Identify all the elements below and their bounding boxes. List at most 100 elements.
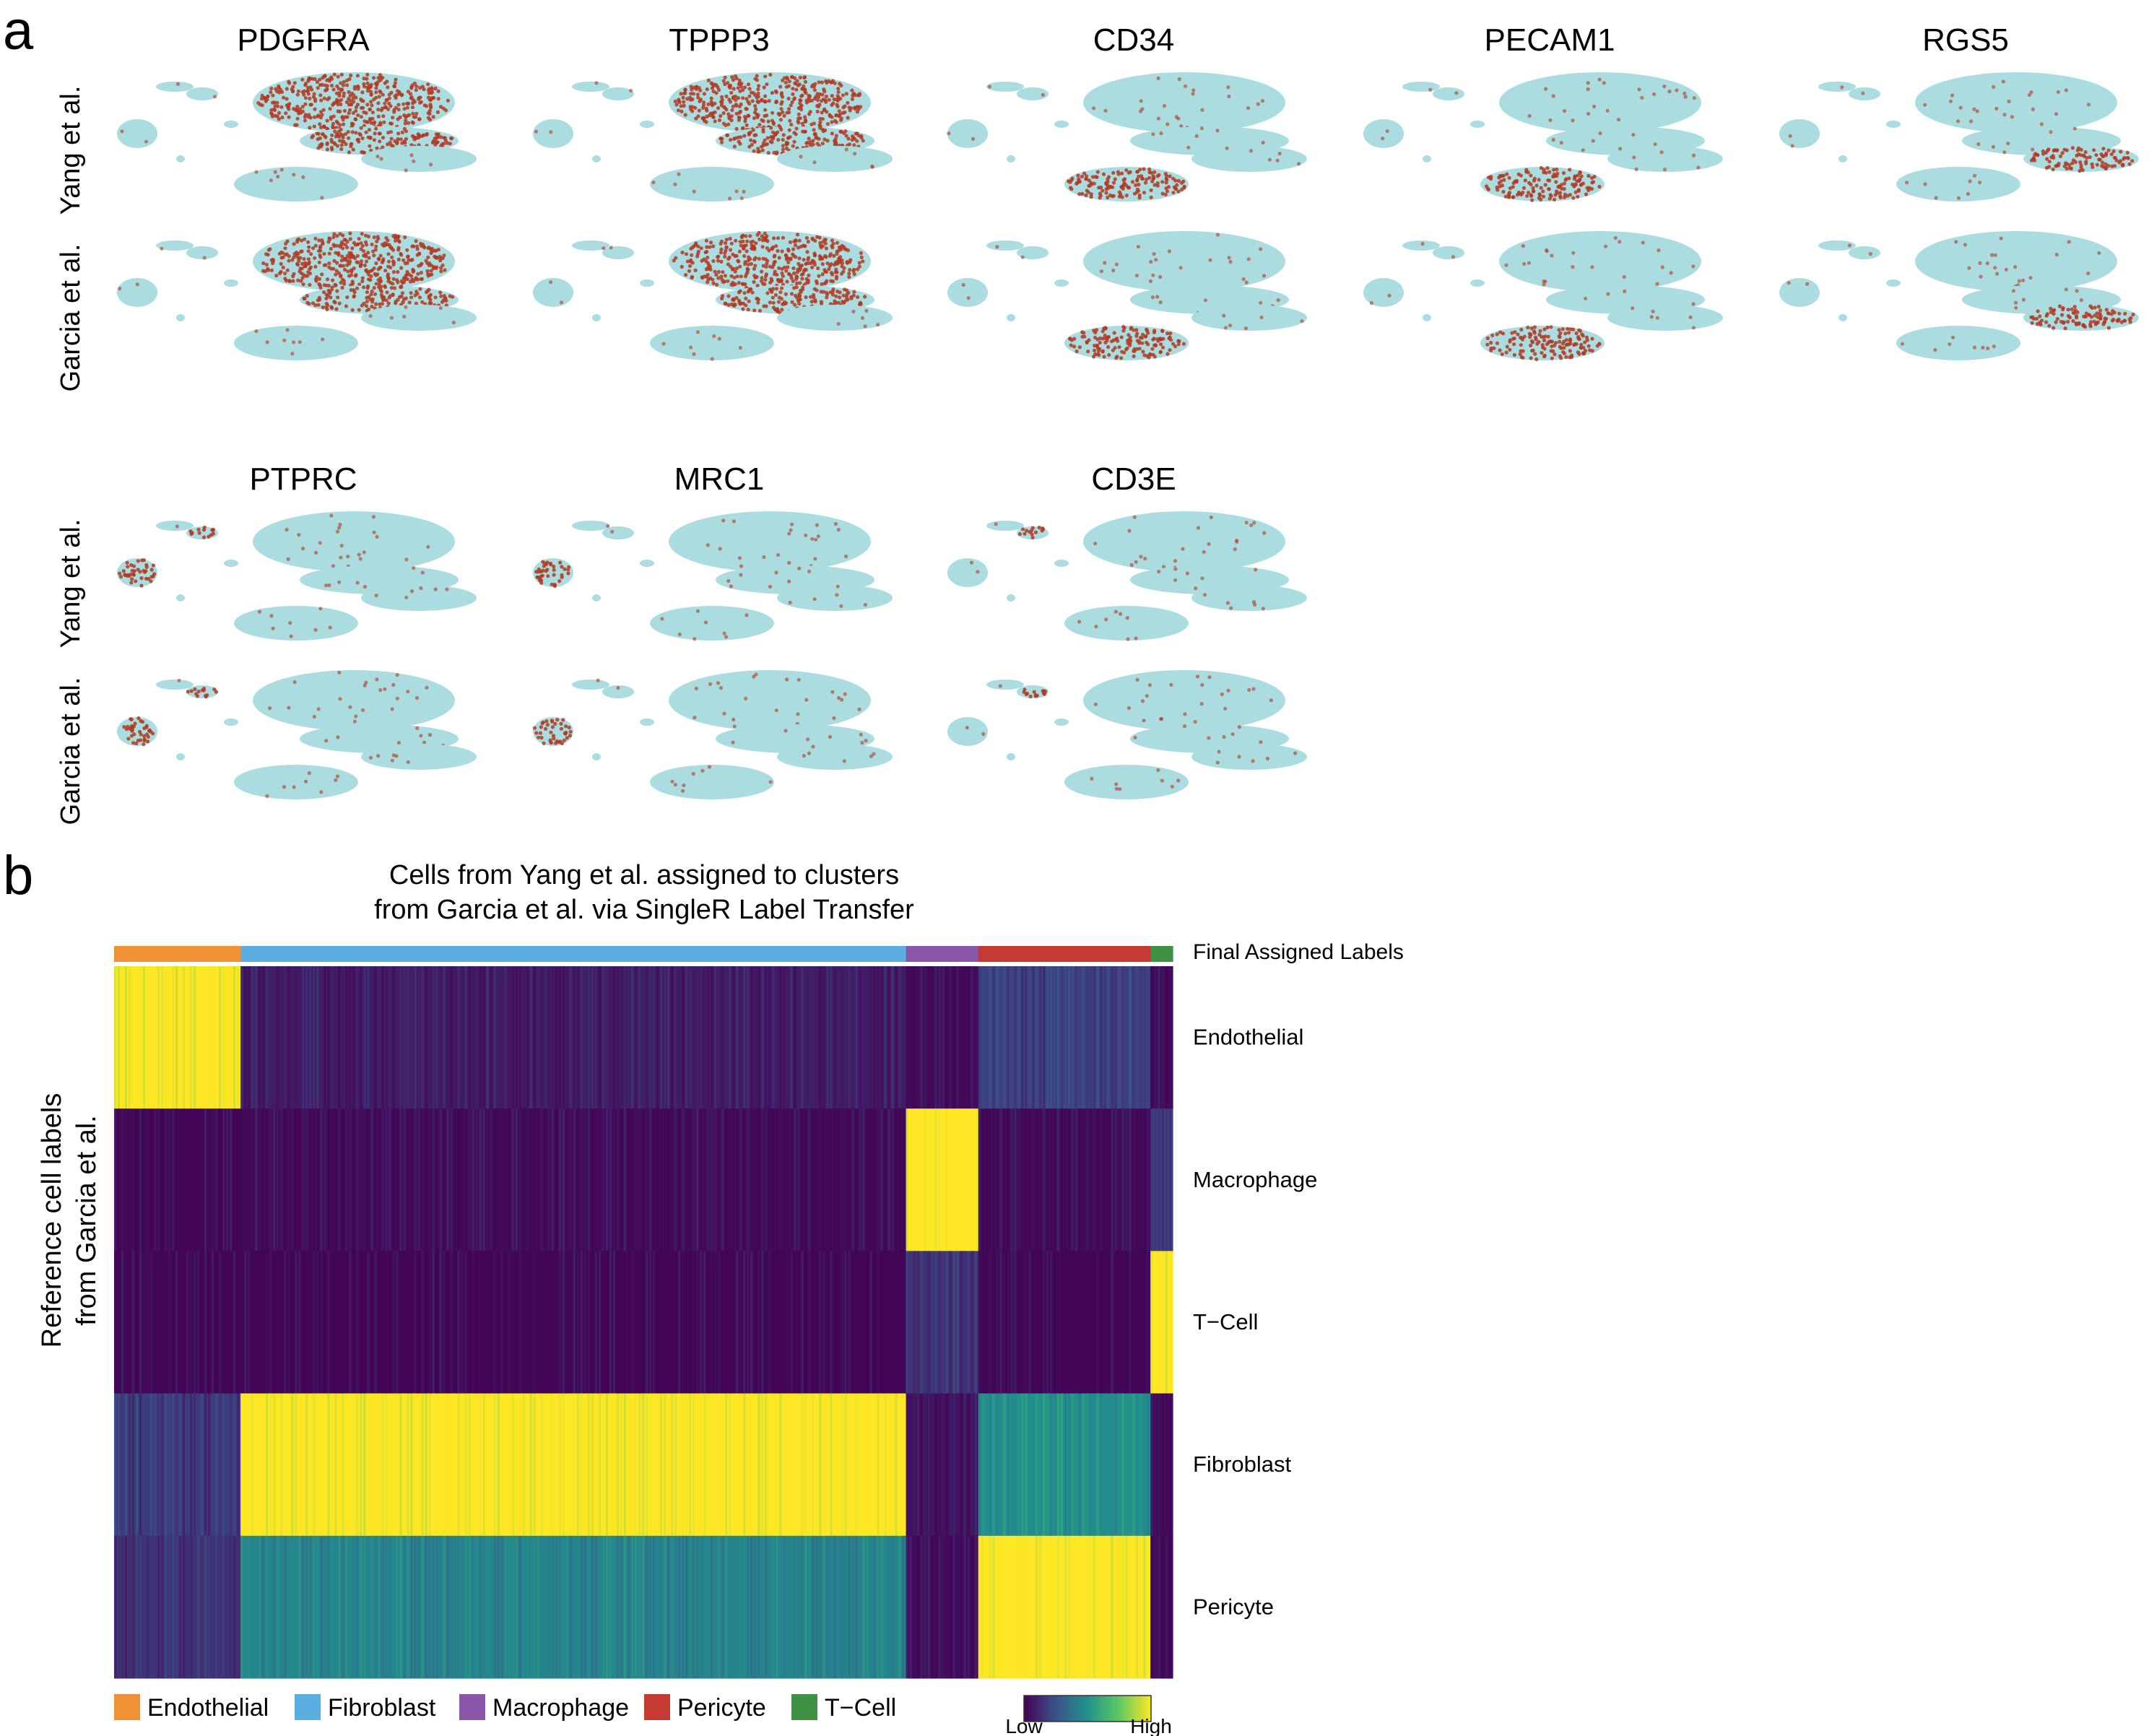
umap-cell — [739, 243, 743, 248]
umap-cell — [804, 277, 809, 281]
heatmap-stripe — [895, 1108, 898, 1251]
heatmap-stripe — [421, 1251, 424, 1394]
umap-cell — [1651, 309, 1655, 313]
umap-cell — [1103, 261, 1107, 265]
heatmap-stripe — [208, 966, 211, 1109]
umap-cell — [1276, 298, 1280, 303]
umap-cell — [1072, 337, 1077, 341]
umap-cell — [795, 79, 799, 83]
umap-cell — [856, 295, 860, 299]
umap-cell — [824, 255, 828, 259]
umap-cell — [378, 90, 383, 95]
umap-cell — [132, 732, 136, 737]
umap-cell — [365, 290, 369, 295]
umap-cell — [1585, 338, 1589, 342]
umap-cell — [810, 265, 815, 269]
umap-cell — [1202, 593, 1207, 597]
umap-cell — [1577, 178, 1581, 183]
umap-cell — [870, 165, 874, 169]
umap-cell — [1033, 530, 1038, 534]
heatmap-stripe — [345, 1251, 348, 1394]
umap-cell — [326, 303, 330, 308]
umap-cell — [266, 253, 270, 257]
heatmap-stripe — [558, 1251, 561, 1394]
heatmap-stripe — [544, 966, 547, 1109]
umap-cell — [334, 272, 338, 277]
umap-cell — [821, 97, 826, 102]
umap-cell — [746, 308, 750, 312]
heatmap-stripe — [183, 1251, 186, 1394]
umap-cell — [548, 561, 552, 566]
umap-cell — [1098, 336, 1102, 341]
heatmap-stripe — [479, 966, 482, 1109]
umap-cell — [2070, 146, 2075, 150]
umap-cell — [312, 124, 316, 129]
umap-cell — [374, 126, 378, 131]
umap-cell — [1597, 184, 1602, 189]
heatmap-stripe — [183, 1108, 186, 1251]
umap-cell — [1237, 755, 1241, 759]
umap-cell — [808, 142, 812, 147]
umap-cell — [1613, 235, 1618, 240]
umap-cell — [1095, 343, 1100, 347]
umap-cell — [368, 314, 373, 318]
umap-cell — [1574, 342, 1579, 347]
heatmap-stripe — [374, 1108, 377, 1251]
umap-cell — [140, 558, 144, 563]
heatmap-stripe — [237, 1251, 240, 1394]
umap-cell — [1485, 336, 1490, 340]
umap-cell — [768, 139, 773, 144]
umap-cell — [2001, 79, 2005, 84]
umap-cell — [858, 301, 862, 306]
umap-cell — [2127, 162, 2132, 166]
umap-cell — [344, 100, 349, 104]
umap-cell — [335, 243, 339, 248]
heatmap-stripe — [1021, 1108, 1024, 1251]
umap-cell — [1275, 158, 1280, 162]
heatmap-stripe — [743, 966, 746, 1109]
umap-cell — [786, 96, 791, 101]
heatmap-stripe — [851, 1251, 854, 1394]
umap-cell — [342, 91, 346, 95]
heatmap-stripe — [186, 1251, 189, 1394]
umap-cell — [404, 595, 409, 599]
umap-cell — [337, 271, 341, 275]
umap-cell — [703, 620, 708, 625]
umap-cluster — [1896, 326, 2020, 360]
umap-cell — [362, 77, 366, 81]
umap-cell — [118, 287, 122, 291]
heatmap-stripe — [425, 1108, 427, 1251]
umap-cell — [342, 94, 346, 98]
heatmap-stripe — [399, 966, 402, 1109]
umap-cluster — [234, 765, 358, 799]
heatmap-stripe — [1050, 1251, 1053, 1394]
umap-cell — [763, 99, 767, 103]
umap-cell — [776, 278, 780, 282]
heatmap-stripe — [595, 1251, 597, 1394]
umap-cell — [1139, 336, 1144, 340]
heatmap-stripe — [1074, 1108, 1077, 1251]
umap-cell — [549, 280, 553, 285]
umap-cell — [737, 139, 741, 144]
umap-cluster — [947, 558, 988, 587]
umap-cell — [799, 290, 803, 294]
umap-cell — [788, 118, 792, 123]
umap-cell — [1030, 535, 1035, 540]
umap-cluster — [669, 670, 871, 731]
heatmap-stripe — [855, 966, 858, 1109]
umap-cell — [2086, 271, 2091, 276]
umap-cell — [844, 147, 848, 152]
umap-cell — [283, 272, 287, 276]
heatmap-stripe — [682, 1108, 685, 1251]
umap-cell — [1261, 607, 1265, 611]
umap-cell — [822, 107, 827, 111]
heatmap-stripe — [609, 966, 612, 1109]
umap-cell — [696, 95, 700, 100]
umap-cell — [1191, 88, 1196, 92]
umap-cluster — [253, 511, 455, 572]
umap-cell — [731, 96, 736, 100]
umap-cell — [355, 253, 360, 258]
umap-cell — [2090, 162, 2094, 166]
umap-cell — [825, 295, 829, 300]
heatmap-stripe — [569, 1251, 572, 1394]
